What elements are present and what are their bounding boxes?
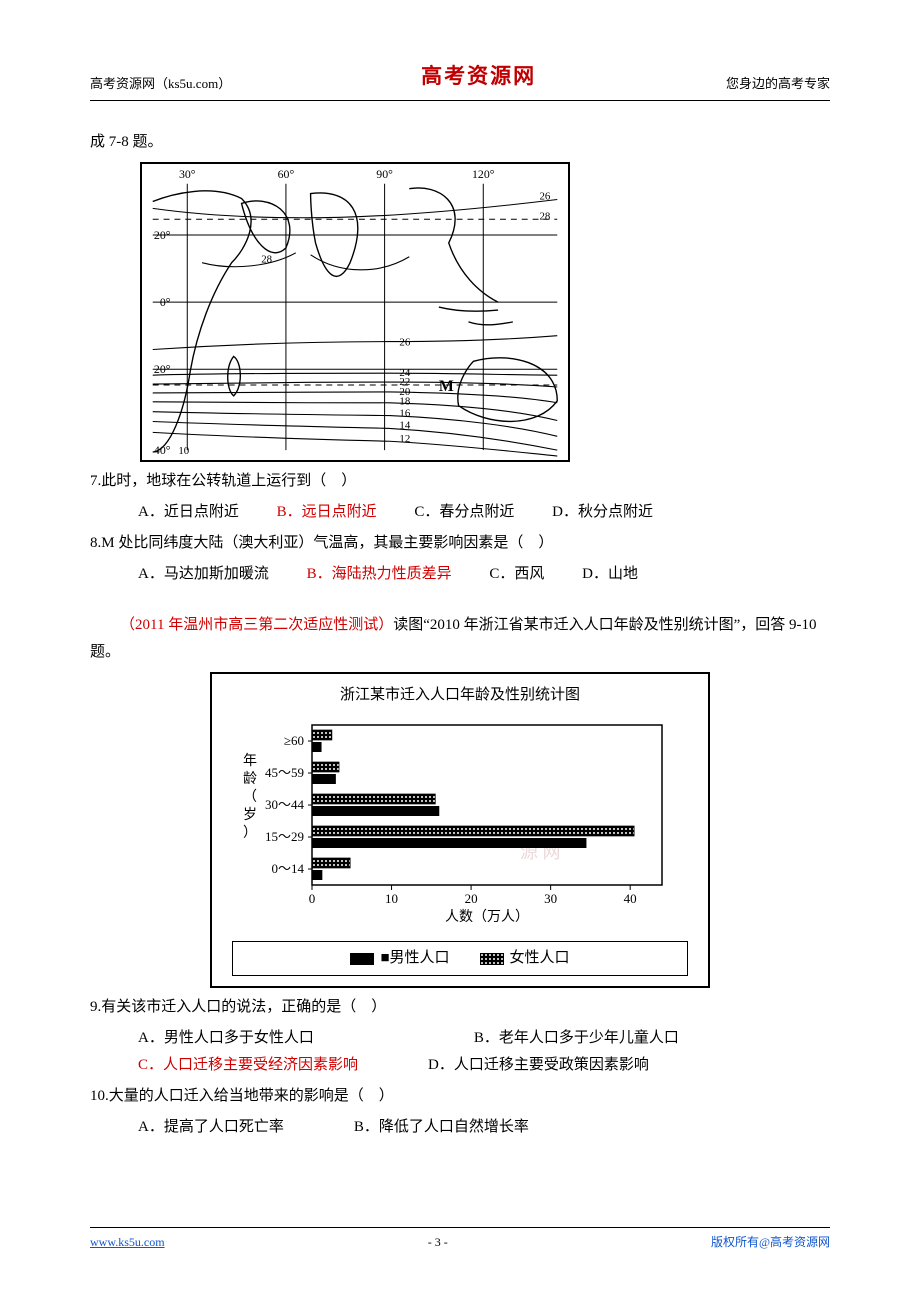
map-figure: 30° 60° 90° 120° 20° 0° 20° 40° (140, 162, 570, 462)
svg-text:120°: 120° (472, 167, 495, 181)
header-center-logo: 高考资源网 (421, 58, 536, 96)
page-footer: www.ks5u.com - 3 - 版权所有@高考资源网 (90, 1227, 830, 1254)
header-right: 您身边的高考专家 (726, 72, 830, 95)
svg-text:人数（万人）: 人数（万人） (445, 909, 529, 925)
svg-text:40: 40 (624, 891, 637, 906)
footer-right: 版权所有@高考资源网 (711, 1232, 830, 1254)
q8-B: B．海陆热力性质差异 (307, 561, 452, 588)
q9-A: A．男性人口多于女性人口 (138, 1025, 314, 1052)
footer-left-link[interactable]: www.ks5u.com (90, 1232, 165, 1254)
page-header: 高考资源网（ks5u.com） 高考资源网 您身边的高考专家 (90, 58, 830, 101)
q8-options: A．马达加斯加暖流 B．海陆热力性质差异 C．西风 D．山地 (90, 561, 830, 588)
q7-B: B．远日点附近 (277, 499, 377, 526)
svg-text:（: （ (243, 789, 257, 805)
q8-C: C．西风 (489, 561, 544, 588)
q78-intro: 成 7-8 题。 (90, 129, 830, 156)
svg-text:40°: 40° (154, 443, 171, 457)
population-chart: 浙江某市迁入人口年龄及性别统计图 ≥60 45～59 30～44 15～29 0～14 0… (210, 672, 710, 988)
svg-text:15～29: 15～29 (265, 829, 304, 844)
svg-text:≥60: ≥60 (284, 733, 304, 748)
q7-options: A．近日点附近 B．远日点附近 C．春分点附近 D．秋分点附近 (90, 499, 830, 526)
page: 高考资源网（ks5u.com） 高考资源网 您身边的高考专家 成 7-8 题。 (0, 0, 920, 1302)
q8-D: D．山地 (582, 561, 638, 588)
svg-text:10: 10 (385, 891, 398, 906)
svg-text:0: 0 (309, 891, 316, 906)
svg-text:28: 28 (540, 210, 551, 222)
svg-text:12: 12 (399, 433, 410, 445)
svg-text:45～59: 45～59 (265, 765, 304, 780)
q7-stem: 7.此时，地球在公转轨道上运行到（ ） (90, 468, 830, 495)
svg-text:年: 年 (243, 753, 257, 769)
map-M-label: M (439, 378, 454, 395)
svg-text:10: 10 (178, 445, 189, 457)
q10-A: A．提高了人口死亡率 (138, 1114, 284, 1141)
legend-male: ■男性人口 (350, 945, 449, 972)
svg-text:岁: 岁 (243, 807, 257, 823)
q10-options: A．提高了人口死亡率 B．降低了人口自然增长率 (90, 1114, 830, 1141)
chart-svg: ≥60 45～59 30～44 15～29 0～14 0 10 20 30 40 人数（万人） 年龄 （… (232, 715, 692, 925)
q9-D: D．人口迁移主要受政策因素影响 (428, 1052, 649, 1079)
lon-labels: 30° 60° 90° 120° (179, 167, 495, 181)
q9-options-row1: A．男性人口多于女性人口 B．老年人口多于少年儿童人口 (90, 1025, 830, 1052)
svg-text:26: 26 (399, 336, 410, 348)
chart-legend: ■男性人口 女性人口 (232, 941, 688, 976)
svg-text:20: 20 (465, 891, 478, 906)
legend-female: 女性人口 (480, 945, 570, 972)
lat-labels: 20° 0° 20° 40° (154, 228, 171, 457)
svg-text:0°: 0° (160, 295, 171, 309)
q7-D: D．秋分点附近 (552, 499, 653, 526)
q7-A: A．近日点附近 (138, 499, 239, 526)
svg-text:16: 16 (399, 407, 410, 419)
svg-text:90°: 90° (376, 167, 393, 181)
q9-B: B．老年人口多于少年儿童人口 (474, 1025, 679, 1052)
q8-stem: 8.M 处比同纬度大陆（澳大利亚）气温高，其最主要影响因素是（ ） (90, 530, 830, 557)
q9-C: C．人口迁移主要受经济因素影响 (138, 1052, 358, 1079)
svg-text:26: 26 (540, 190, 551, 202)
q910-intro: （2011 年温州市高三第二次适应性测试）读图“2010 年浙江省某市迁入人口年… (90, 612, 830, 666)
svg-text:14: 14 (399, 419, 410, 431)
svg-text:30～44: 30～44 (265, 797, 305, 812)
svg-text:28: 28 (261, 253, 272, 265)
q10-B: B．降低了人口自然增长率 (354, 1114, 529, 1141)
q9-stem: 9.有关该市迁入人口的说法，正确的是（ ） (90, 994, 830, 1021)
svg-text:）: ） (243, 825, 257, 841)
svg-text:0～14: 0～14 (271, 861, 304, 876)
svg-text:60°: 60° (278, 167, 295, 181)
svg-text:龄: 龄 (243, 771, 257, 787)
q8-A: A．马达加斯加暖流 (138, 561, 269, 588)
footer-page-number: - 3 - (428, 1232, 448, 1254)
q10-stem: 10.大量的人口迁入给当地带来的影响是（ ） (90, 1083, 830, 1110)
svg-text:30: 30 (544, 891, 557, 906)
header-left: 高考资源网（ks5u.com） (90, 72, 231, 95)
svg-text:18: 18 (399, 396, 410, 408)
svg-text:20°: 20° (154, 228, 171, 242)
svg-text:20°: 20° (154, 362, 171, 376)
q7-C: C．春分点附近 (414, 499, 514, 526)
q9-options-row2: C．人口迁移主要受经济因素影响 D．人口迁移主要受政策因素影响 (90, 1052, 830, 1079)
svg-text:30°: 30° (179, 167, 196, 181)
q910-source: （2011 年温州市高三第二次适应性测试） (120, 617, 393, 633)
chart-title: 浙江某市迁入人口年龄及性别统计图 (232, 682, 688, 709)
